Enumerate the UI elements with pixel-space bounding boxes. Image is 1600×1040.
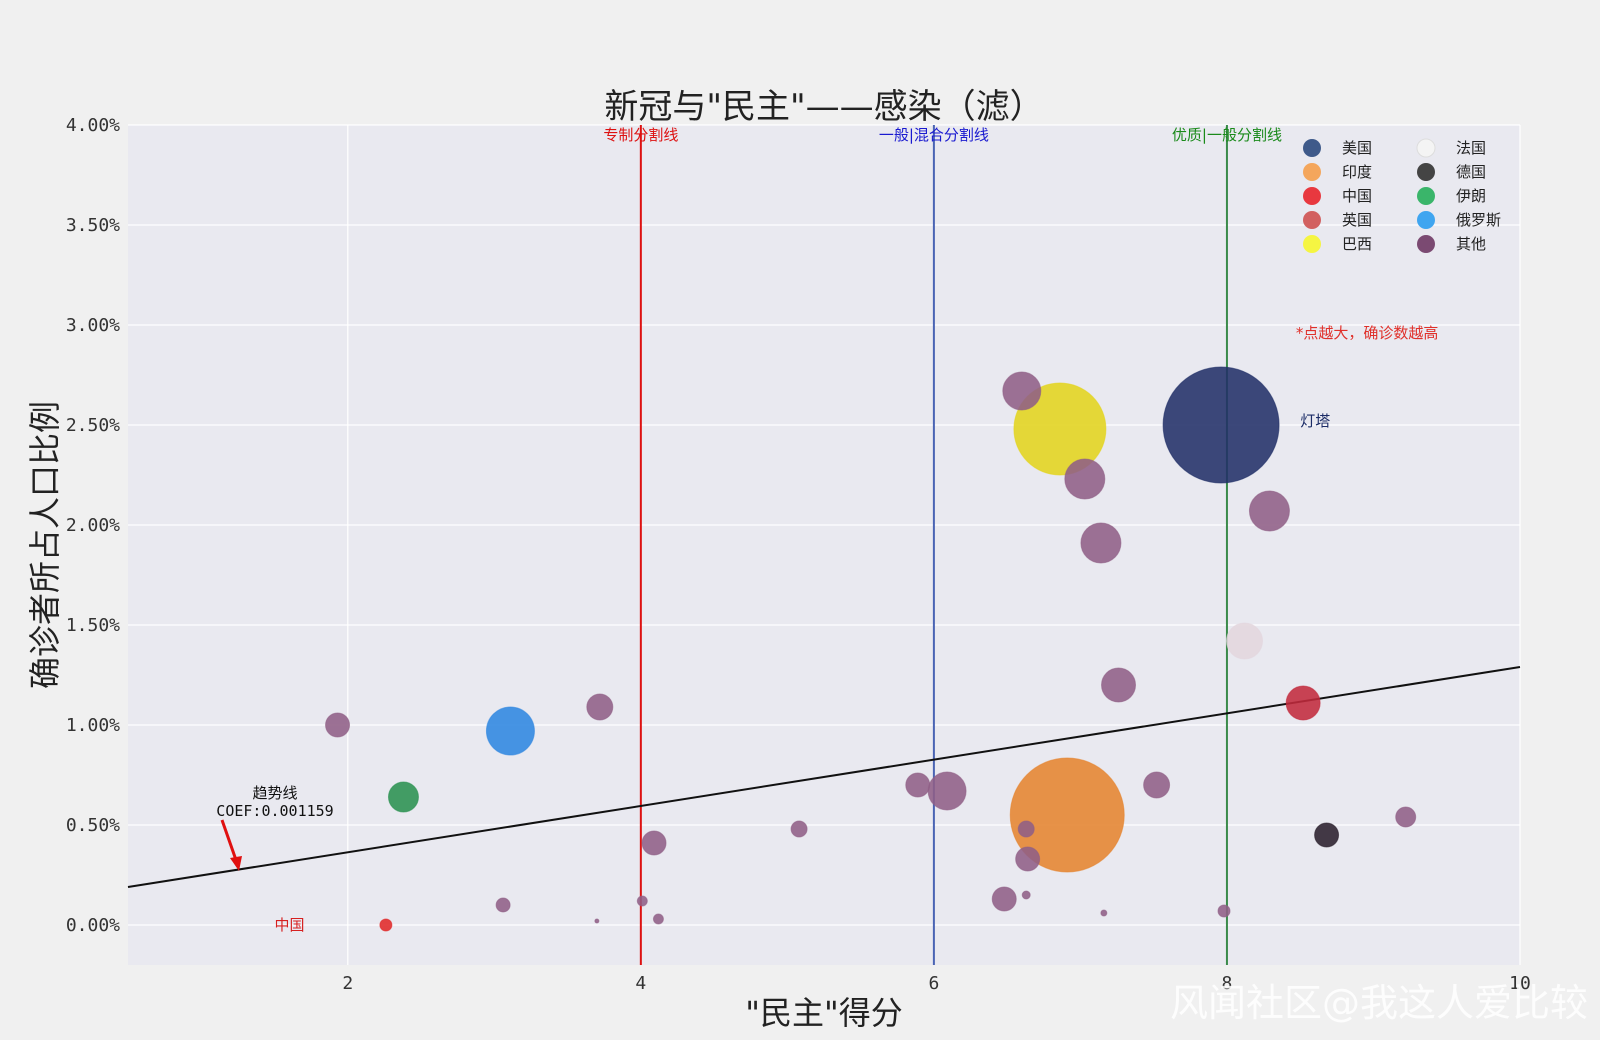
data-point [325, 712, 351, 738]
legend-marker [1417, 187, 1435, 205]
legend-label: 美国 [1342, 139, 1372, 157]
data-point [387, 781, 419, 813]
annotation-text: 中国 [275, 916, 305, 934]
divider-lines: 专制分割线 一般|混合分割线 优质|一般分割线 [603, 125, 1282, 965]
legend-label: 法国 [1456, 139, 1486, 157]
data-point [641, 830, 667, 856]
data-point [1143, 771, 1171, 799]
data-point [1080, 522, 1122, 564]
y-tick-label: 3.00% [66, 315, 120, 336]
data-point [1101, 667, 1137, 703]
watermark: 风闻社区@我这人爱比较 [1170, 981, 1588, 1025]
data-point [991, 886, 1017, 912]
divider-label: 专制分割线 [603, 126, 678, 144]
y-tick-label: 1.50% [66, 615, 120, 636]
legend-label: 德国 [1456, 163, 1486, 181]
data-point [1002, 371, 1042, 411]
x-axis-label: "民主"得分 [745, 994, 902, 1032]
data-point [1015, 846, 1041, 872]
data-point [1314, 822, 1340, 848]
data-point [1162, 366, 1280, 484]
legend-marker [1303, 187, 1321, 205]
data-point [652, 913, 664, 925]
y-tick-label: 2.00% [66, 515, 120, 536]
annotation-text: 灯塔 [1300, 412, 1330, 430]
chart-title: 新冠与"民主"——感染（滤） [604, 87, 1043, 127]
trend-arrow-head [230, 856, 242, 871]
divider-label: 一般|混合分割线 [879, 126, 989, 144]
annotation-text: *点越大，确诊数越高 [1296, 324, 1439, 342]
x-tick-label: 2 [342, 973, 353, 994]
trendline-coef-label: COEF:0.001159 [216, 802, 333, 820]
divider-label: 优质|一般分割线 [1172, 126, 1282, 144]
y-tick-label: 4.00% [66, 115, 120, 136]
y-tick-label: 2.50% [66, 415, 120, 436]
legend-marker [1303, 139, 1321, 157]
data-point [1013, 382, 1107, 476]
trendline-label: 趋势线 [252, 784, 297, 802]
y-tick-label: 0.00% [66, 915, 120, 936]
y-axis-label: 确诊者所占人口比例 [26, 401, 64, 689]
data-point [1226, 622, 1264, 660]
data-point [1285, 685, 1321, 721]
tick-labels: 0.00% 0.50% 1.00% 1.50% 2.00% 2.50% 3.00% 3.50%… [66, 115, 1531, 994]
data-point [594, 918, 600, 924]
legend-label: 中国 [1342, 187, 1372, 205]
y-tick-label: 3.50% [66, 215, 120, 236]
legend-label: 俄罗斯 [1456, 211, 1501, 229]
data-point [1100, 909, 1108, 917]
data-point [636, 895, 648, 907]
data-point [485, 706, 535, 756]
data-point [1248, 490, 1290, 532]
data-point [1017, 820, 1035, 838]
legend-label: 英国 [1342, 211, 1372, 229]
legend-marker [1303, 235, 1321, 253]
data-point [1395, 806, 1417, 828]
legend-label: 伊朗 [1456, 187, 1486, 205]
data-points [325, 366, 1417, 932]
trend-arrow [220, 819, 238, 861]
data-point [1021, 890, 1031, 900]
x-tick-label: 4 [635, 973, 646, 994]
data-point [927, 771, 967, 811]
legend-marker [1417, 211, 1435, 229]
x-tick-label: 10 [1509, 973, 1531, 994]
data-point [1217, 904, 1231, 918]
legend-marker [1417, 163, 1435, 181]
legend-label: 印度 [1342, 163, 1372, 181]
x-tick-label: 8 [1222, 973, 1233, 994]
data-point [790, 820, 808, 838]
legend-marker [1416, 138, 1436, 158]
legend-marker [1303, 163, 1321, 181]
legend-marker [1417, 235, 1435, 253]
data-point [1064, 458, 1106, 500]
data-point [905, 772, 931, 798]
data-point [495, 897, 511, 913]
legend-label: 巴西 [1342, 235, 1372, 253]
legend-label: 其他 [1456, 235, 1486, 253]
y-tick-label: 0.50% [66, 815, 120, 836]
data-point [586, 693, 614, 721]
legend-marker [1303, 211, 1321, 229]
data-point [379, 918, 393, 932]
x-tick-label: 6 [928, 973, 939, 994]
y-tick-label: 1.00% [66, 715, 120, 736]
data-point [1009, 757, 1125, 873]
